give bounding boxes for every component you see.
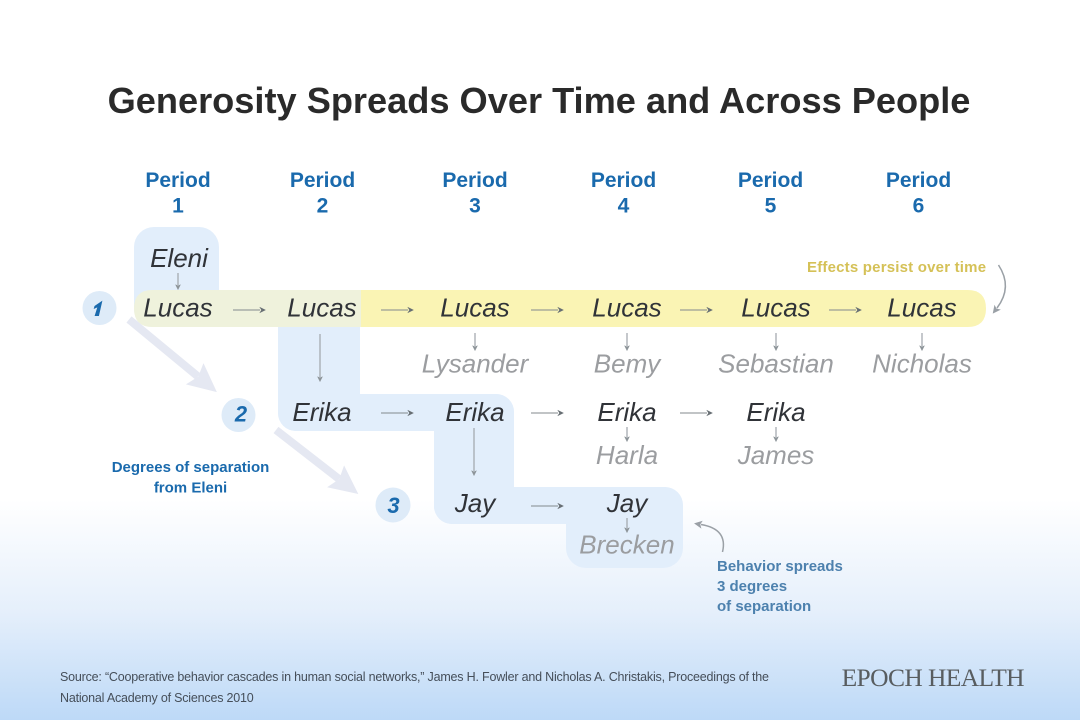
svg-text:Period: Period bbox=[886, 169, 951, 192]
svg-text:Jay: Jay bbox=[454, 488, 497, 518]
svg-text:Lucas: Lucas bbox=[887, 293, 956, 323]
svg-text:Brecken: Brecken bbox=[579, 530, 674, 560]
svg-text:Lysander: Lysander bbox=[422, 349, 530, 379]
svg-text:EPOCH HEALTH: EPOCH HEALTH bbox=[842, 663, 1025, 692]
svg-text:Period: Period bbox=[738, 169, 803, 192]
svg-text:Lucas: Lucas bbox=[440, 293, 509, 323]
svg-text:of separation: of separation bbox=[717, 598, 811, 615]
svg-text:Generosity Spreads Over Time a: Generosity Spreads Over Time and Across … bbox=[108, 80, 971, 121]
svg-text:Lucas: Lucas bbox=[741, 293, 810, 323]
svg-text:Period: Period bbox=[290, 169, 355, 192]
svg-text:6: 6 bbox=[913, 195, 925, 218]
svg-text:Period: Period bbox=[145, 169, 210, 192]
svg-text:Erika: Erika bbox=[746, 397, 805, 427]
svg-text:from Eleni: from Eleni bbox=[154, 480, 227, 497]
svg-text:Erika: Erika bbox=[292, 397, 351, 427]
svg-text:Nicholas: Nicholas bbox=[872, 349, 972, 379]
svg-text:5: 5 bbox=[765, 195, 777, 218]
svg-text:James: James bbox=[737, 440, 815, 470]
svg-text:Erika: Erika bbox=[445, 397, 504, 427]
svg-text:Period: Period bbox=[591, 169, 656, 192]
svg-text:Eleni: Eleni bbox=[150, 243, 209, 273]
svg-text:Behavior spreads: Behavior spreads bbox=[717, 558, 843, 575]
svg-text:Period: Period bbox=[442, 169, 507, 192]
svg-text:3 degrees: 3 degrees bbox=[717, 578, 787, 595]
svg-text:Jay: Jay bbox=[606, 488, 649, 518]
svg-text:Harla: Harla bbox=[596, 440, 658, 470]
svg-text:Lucas: Lucas bbox=[287, 293, 356, 323]
svg-text:Source: “Cooperative behavior: Source: “Cooperative behavior cascades i… bbox=[60, 670, 769, 684]
svg-text:Degrees of separation: Degrees of separation bbox=[112, 459, 270, 476]
svg-text:Bemy: Bemy bbox=[594, 349, 662, 379]
svg-text:1: 1 bbox=[172, 195, 184, 218]
svg-text:2: 2 bbox=[234, 402, 248, 427]
svg-text:Sebastian: Sebastian bbox=[718, 349, 834, 379]
svg-text:3: 3 bbox=[469, 195, 481, 218]
svg-text:2: 2 bbox=[317, 195, 329, 218]
svg-text:4: 4 bbox=[618, 195, 630, 218]
svg-text:Lucas: Lucas bbox=[143, 293, 212, 323]
svg-text:Effects persist over time: Effects persist over time bbox=[807, 259, 986, 276]
svg-text:Erika: Erika bbox=[597, 397, 656, 427]
svg-text:3: 3 bbox=[387, 493, 399, 518]
svg-text:National Academy of Sciences 2: National Academy of Sciences 2010 bbox=[60, 691, 254, 705]
svg-text:Lucas: Lucas bbox=[592, 293, 661, 323]
